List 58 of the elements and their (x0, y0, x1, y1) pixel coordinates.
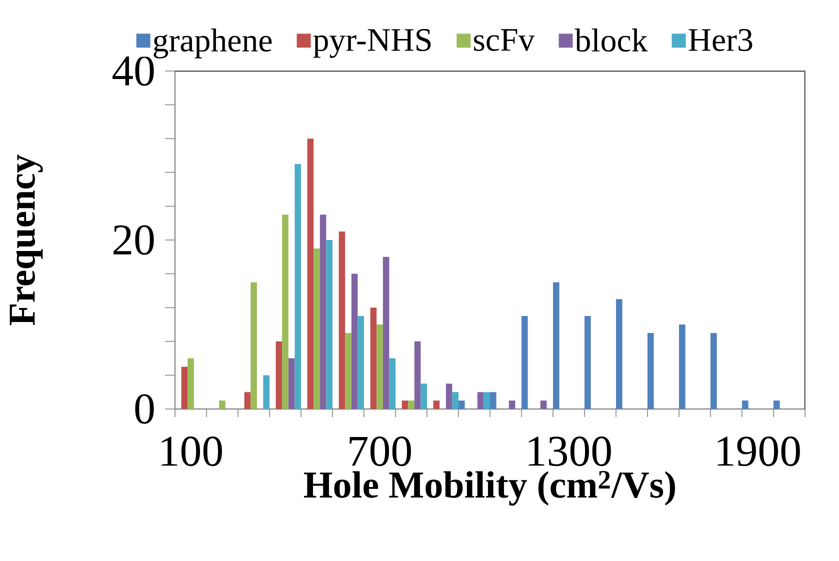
bar (382, 256, 390, 409)
bar (553, 282, 560, 409)
x-tick-label: 100 (162, 436, 222, 466)
x-tick-label: 1900 (718, 436, 800, 466)
legend-label: graphene (154, 28, 272, 58)
bar (446, 384, 452, 409)
bar (326, 240, 332, 409)
x-axis-title: Hole Mobility (cm$^{2}$/Vs) (304, 470, 675, 506)
bar (584, 316, 591, 409)
bar (742, 400, 748, 409)
bar (414, 341, 421, 409)
bar (490, 392, 496, 409)
bar (288, 358, 295, 409)
bar (376, 324, 383, 409)
bar (276, 341, 282, 409)
bar (294, 164, 301, 409)
bar (389, 358, 396, 409)
bar (345, 332, 352, 409)
legend-label: pyr-NHS (313, 29, 431, 58)
bar (320, 214, 326, 409)
bar (314, 248, 320, 409)
legend-label: scFv (474, 29, 535, 52)
bar (679, 324, 686, 409)
y-tick-label: 0 (135, 394, 154, 424)
y-axis-title: Frequency (10, 154, 43, 326)
bar (307, 138, 314, 409)
bar (181, 366, 188, 409)
legend-label: block (574, 28, 648, 52)
bar (244, 392, 251, 409)
bar (522, 316, 528, 409)
bar (477, 392, 484, 409)
bar (420, 384, 428, 409)
x-tick-label: 700 (350, 436, 411, 466)
x-tick-label: 1300 (528, 436, 611, 466)
bar (774, 400, 780, 409)
bar (188, 358, 194, 409)
bar (458, 400, 465, 409)
bar (282, 214, 288, 409)
y-tick-label: 20 (114, 225, 154, 255)
bar (370, 308, 377, 409)
bar (338, 232, 346, 409)
bar (408, 400, 414, 409)
bar (452, 392, 459, 409)
y-tick-label: 40 (112, 56, 154, 86)
bar (250, 282, 257, 409)
bar (508, 400, 516, 409)
bar (540, 400, 547, 409)
bar (710, 332, 717, 409)
bar (351, 274, 358, 409)
bar (616, 299, 622, 409)
bar (358, 316, 364, 409)
legend-label: Her3 (688, 29, 752, 52)
bar (402, 400, 408, 409)
bar (263, 375, 270, 409)
bar (219, 400, 226, 409)
bar (433, 400, 440, 409)
bar (484, 392, 490, 409)
bar (648, 332, 654, 409)
